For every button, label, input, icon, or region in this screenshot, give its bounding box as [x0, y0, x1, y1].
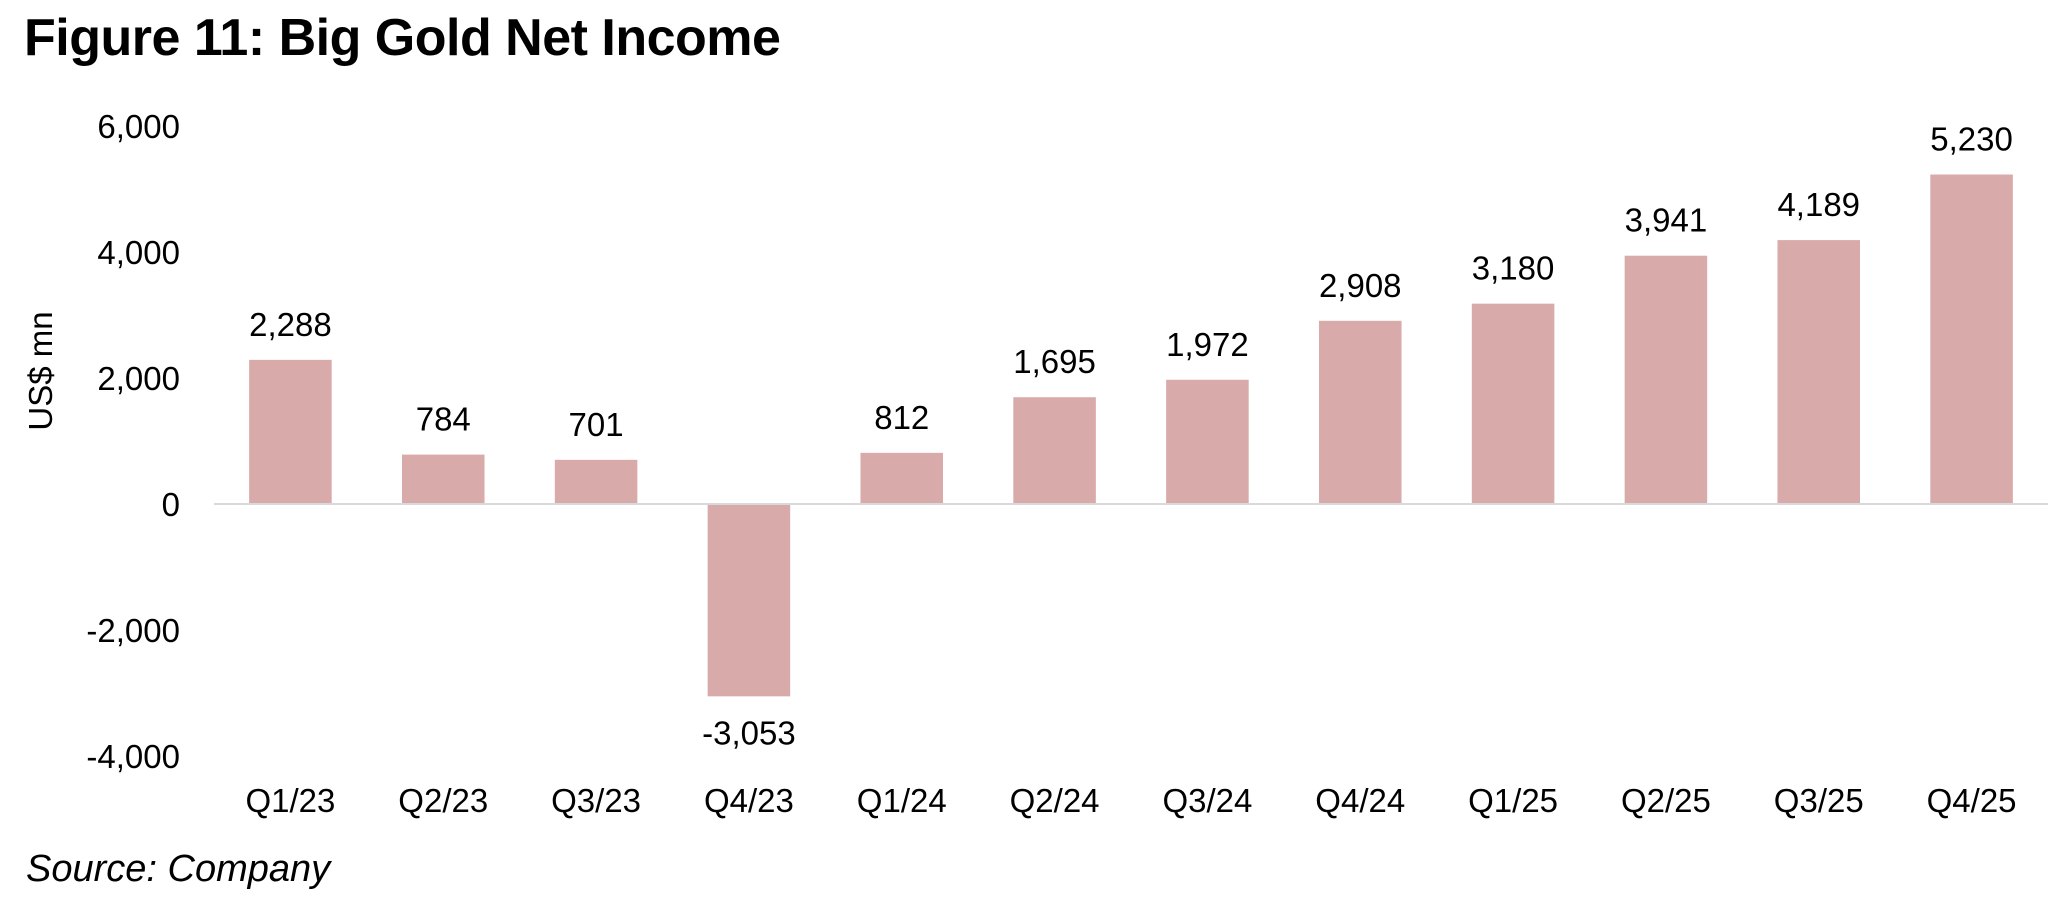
- bar-value-label: 812: [874, 399, 929, 436]
- bar: [1624, 255, 1708, 504]
- x-tick-label: Q4/24: [1315, 782, 1405, 819]
- y-tick-label: 0: [162, 486, 180, 523]
- bar-value-label: 5,230: [1930, 121, 2013, 158]
- y-tick-label: -4,000: [86, 738, 180, 775]
- bar: [554, 459, 638, 504]
- x-tick-label: Q2/25: [1621, 782, 1711, 819]
- y-axis-title: US$ mn: [22, 311, 59, 430]
- y-tick-label: 2,000: [97, 360, 180, 397]
- bar: [1930, 174, 2013, 504]
- y-tick-label: -2,000: [86, 612, 180, 649]
- x-axis-ticks: Q1/23 Q2/23 Q3/23 Q4/23 Q1/24 Q2/24 Q3/24 Q4/24…: [245, 782, 2016, 819]
- bar-value-label: 4,189: [1777, 186, 1860, 223]
- bar-value-label: 2,288: [249, 306, 332, 343]
- bar-value-label: 3,180: [1472, 250, 1555, 287]
- x-tick-label: Q4/23: [704, 782, 794, 819]
- x-tick-label: Q1/23: [245, 782, 335, 819]
- bar: [1013, 397, 1096, 504]
- bar: [1777, 240, 1861, 504]
- bar: [707, 504, 791, 697]
- bar-value-label: 1,972: [1166, 326, 1249, 363]
- bar: [1166, 379, 1249, 504]
- x-tick-label: Q3/23: [551, 782, 641, 819]
- bar-value-label: 1,695: [1013, 343, 1096, 380]
- bar-value-label: 2,908: [1319, 267, 1402, 304]
- x-tick-label: Q3/24: [1162, 782, 1252, 819]
- bar: [1318, 320, 1402, 504]
- x-tick-label: Q2/24: [1010, 782, 1100, 819]
- data-labels: 2,288 784 701 -3,053 812 1,695 1,972 2,908 3,180…: [249, 121, 2013, 752]
- x-tick-label: Q1/24: [857, 782, 947, 819]
- bar: [1471, 303, 1555, 504]
- bar-value-label: -3,053: [702, 714, 796, 751]
- x-tick-label: Q4/25: [1927, 782, 2017, 819]
- bar-value-label: 701: [569, 406, 624, 443]
- x-tick-label: Q3/25: [1774, 782, 1864, 819]
- bar: [860, 452, 944, 504]
- figure-source: Source: Company: [26, 848, 331, 890]
- bar: [249, 359, 332, 504]
- bar-value-label: 784: [416, 401, 471, 438]
- y-tick-label: 6,000: [97, 108, 180, 145]
- bar: [401, 454, 485, 504]
- bar-value-label: 3,941: [1625, 202, 1708, 239]
- y-axis-ticks: 6,000 4,000 2,000 0 -2,000 -4,000: [86, 108, 180, 775]
- figure-title: Figure 11: Big Gold Net Income: [24, 9, 781, 67]
- x-tick-label: Q1/25: [1468, 782, 1558, 819]
- y-tick-label: 4,000: [97, 234, 180, 271]
- bars: [249, 174, 2013, 697]
- x-tick-label: Q2/23: [398, 782, 488, 819]
